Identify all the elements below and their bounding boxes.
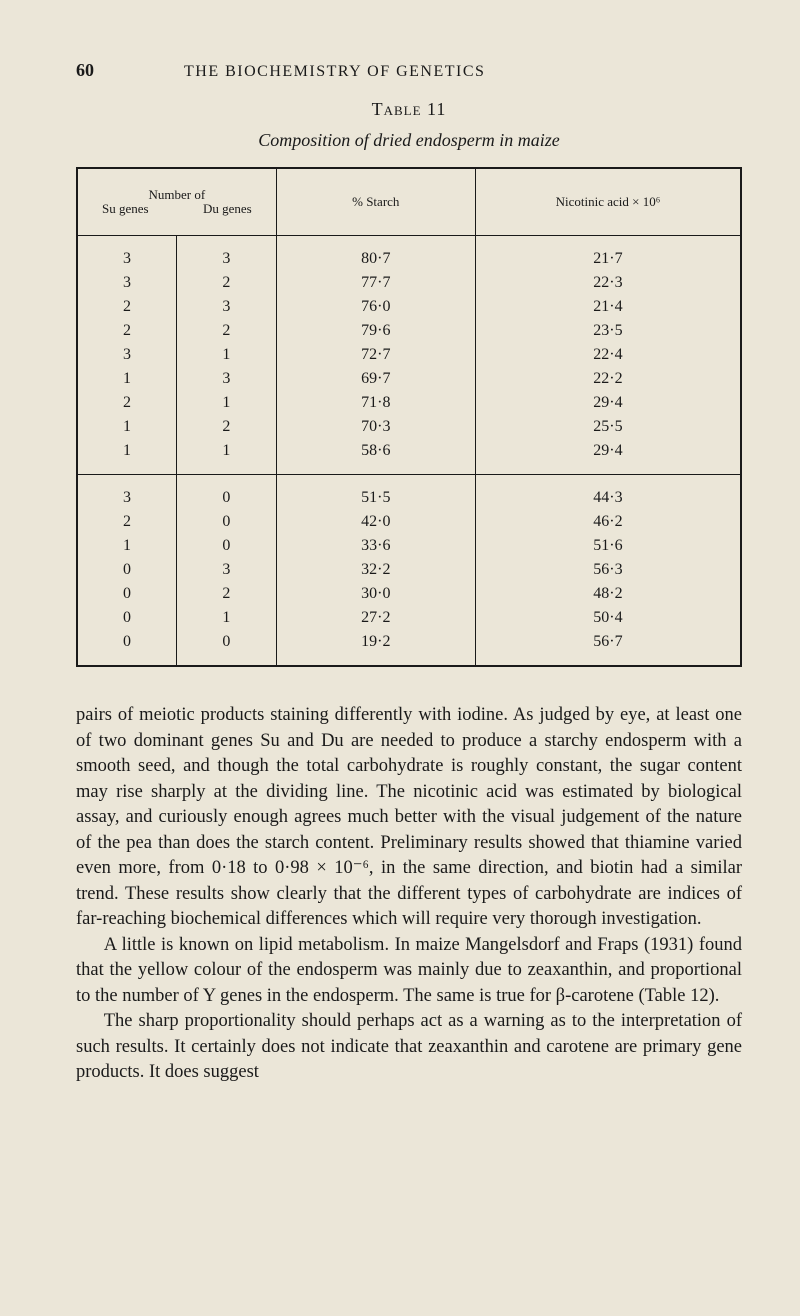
table-cell: 1 — [177, 343, 277, 367]
table-caption: Composition of dried endosperm in maize — [76, 130, 742, 151]
table-cell: 2 — [77, 319, 177, 343]
table-cell: 56·3 — [475, 558, 741, 582]
table-cell: 2 — [177, 582, 277, 606]
table-cell: 51·6 — [475, 534, 741, 558]
table-cell: 0 — [177, 475, 277, 511]
table-cell: 3 — [177, 367, 277, 391]
table-row: 1033·651·6 — [77, 534, 741, 558]
body-text: pairs of meiotic products staining diffe… — [76, 703, 742, 1086]
table-cell: 79·6 — [276, 319, 475, 343]
table-cell: 0 — [177, 630, 277, 666]
table-cell: 29·4 — [475, 391, 741, 415]
table-cell: 23·5 — [475, 319, 741, 343]
table-row: 0019·256·7 — [77, 630, 741, 666]
table-cell: 51·5 — [276, 475, 475, 511]
table-cell: 32·2 — [276, 558, 475, 582]
table-cell: 3 — [77, 236, 177, 272]
table-cell: 1 — [77, 415, 177, 439]
table-row: 0230·048·2 — [77, 582, 741, 606]
table-row: 2279·623·5 — [77, 319, 741, 343]
table-cell: 58·6 — [276, 439, 475, 475]
table-cell: 1 — [77, 367, 177, 391]
table-cell: 50·4 — [475, 606, 741, 630]
table-cell: 0 — [177, 534, 277, 558]
table-row: 2171·829·4 — [77, 391, 741, 415]
table-row: 3172·722·4 — [77, 343, 741, 367]
table-cell: 46·2 — [475, 510, 741, 534]
table-cell: 2 — [77, 510, 177, 534]
table-row: 3051·544·3 — [77, 475, 741, 511]
table-cell: 2 — [77, 391, 177, 415]
table-cell: 21·4 — [475, 295, 741, 319]
paragraph-2: A little is known on lipid metabolism. I… — [76, 933, 742, 1010]
table-cell: 33·6 — [276, 534, 475, 558]
table-cell: 56·7 — [475, 630, 741, 666]
table-cell: 1 — [177, 606, 277, 630]
starch-header: % Starch — [276, 168, 475, 236]
table-cell: 19·2 — [276, 630, 475, 666]
table-cell: 1 — [177, 391, 277, 415]
table-cell: 3 — [77, 475, 177, 511]
table-cell: 2 — [77, 295, 177, 319]
table-cell: 2 — [177, 271, 277, 295]
table-row: 2042·046·2 — [77, 510, 741, 534]
table-cell: 0 — [77, 630, 177, 666]
table-cell: 42·0 — [276, 510, 475, 534]
table-cell: 21·7 — [475, 236, 741, 272]
table-cell: 22·4 — [475, 343, 741, 367]
table-row: 1158·629·4 — [77, 439, 741, 475]
table-cell: 29·4 — [475, 439, 741, 475]
table-cell: 1 — [77, 439, 177, 475]
table-cell: 22·3 — [475, 271, 741, 295]
table-cell: 44·3 — [475, 475, 741, 511]
table-cell: 0 — [77, 582, 177, 606]
genes-header-group: Number of Su genes Du genes — [77, 168, 276, 236]
table-cell: 3 — [177, 558, 277, 582]
table-cell: 1 — [77, 534, 177, 558]
table-row: 0127·250·4 — [77, 606, 741, 630]
table-row: 2376·021·4 — [77, 295, 741, 319]
page-header: 60 THE BIOCHEMISTRY OF GENETICS — [76, 60, 742, 81]
table-cell: 25·5 — [475, 415, 741, 439]
nicotinic-header: Nicotinic acid × 10⁶ — [475, 168, 741, 236]
table-cell: 71·8 — [276, 391, 475, 415]
du-header: Du genes — [203, 201, 270, 217]
table-cell: 80·7 — [276, 236, 475, 272]
table-cell: 3 — [177, 295, 277, 319]
table-cell: 70·3 — [276, 415, 475, 439]
table-cell: 1 — [177, 439, 277, 475]
table-cell: 77·7 — [276, 271, 475, 295]
su-header: Su genes — [84, 201, 149, 217]
table-cell: 2 — [177, 415, 277, 439]
paragraph-3: The sharp proportionality should perhaps… — [76, 1009, 742, 1086]
page-number: 60 — [76, 60, 94, 81]
table-cell: 72·7 — [276, 343, 475, 367]
paragraph-1: pairs of meiotic products staining diffe… — [76, 703, 742, 933]
table-row: 3277·722·3 — [77, 271, 741, 295]
table-cell: 2 — [177, 319, 277, 343]
running-head: THE BIOCHEMISTRY OF GENETICS — [184, 63, 485, 81]
table-row: 0332·256·3 — [77, 558, 741, 582]
table-cell: 30·0 — [276, 582, 475, 606]
table-row: 1270·325·5 — [77, 415, 741, 439]
table-cell: 3 — [177, 236, 277, 272]
table-cell: 69·7 — [276, 367, 475, 391]
table-row: 3380·721·7 — [77, 236, 741, 272]
table-cell: 27·2 — [276, 606, 475, 630]
table-cell: 76·0 — [276, 295, 475, 319]
table-cell: 22·2 — [475, 367, 741, 391]
table-cell: 3 — [77, 343, 177, 367]
table-cell: 0 — [177, 510, 277, 534]
table-cell: 0 — [77, 606, 177, 630]
table-cell: 48·2 — [475, 582, 741, 606]
table-label: Table 11 — [76, 99, 742, 120]
table-cell: 3 — [77, 271, 177, 295]
composition-table: Number of Su genes Du genes % Starch Nic… — [76, 167, 742, 667]
table-cell: 0 — [77, 558, 177, 582]
table-row: 1369·722·2 — [77, 367, 741, 391]
